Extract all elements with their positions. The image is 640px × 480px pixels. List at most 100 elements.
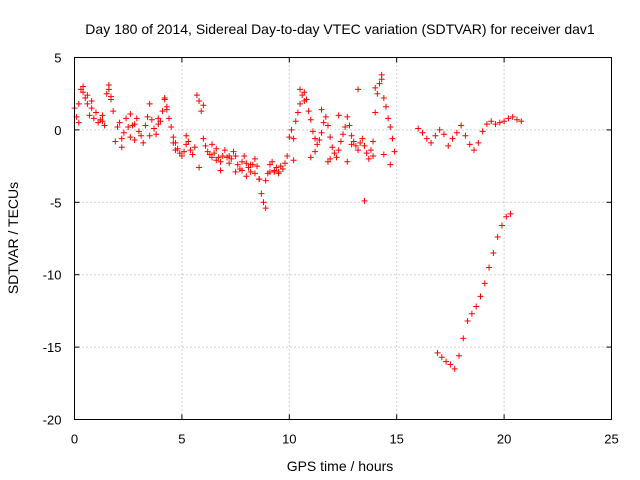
data-point — [436, 126, 443, 133]
data-point — [168, 124, 175, 131]
data-point — [133, 115, 140, 122]
data-point — [432, 132, 439, 139]
data-point — [178, 152, 185, 159]
data-point — [127, 134, 134, 141]
data-point — [256, 176, 263, 183]
data-point — [239, 167, 246, 174]
data-point — [415, 125, 422, 132]
data-point — [90, 115, 97, 122]
data-point — [367, 147, 374, 154]
data-point — [110, 108, 117, 115]
data-point — [348, 132, 355, 139]
data-point — [498, 222, 505, 229]
data-point — [170, 139, 177, 146]
data-point — [464, 318, 471, 325]
data-point — [335, 147, 342, 154]
data-point — [282, 160, 289, 167]
data-point — [443, 358, 450, 365]
data-point — [370, 138, 377, 145]
data-point — [458, 122, 465, 129]
data-point — [84, 92, 91, 99]
data-point — [513, 116, 520, 123]
data-point — [153, 131, 160, 138]
data-point — [125, 124, 132, 131]
data-point — [333, 154, 340, 161]
data-point — [75, 119, 82, 126]
data-point — [380, 95, 387, 102]
data-point — [187, 147, 194, 154]
data-point — [211, 150, 218, 157]
data-point — [324, 158, 331, 165]
data-point — [243, 160, 250, 167]
data-point — [322, 113, 329, 120]
data-point — [382, 103, 389, 110]
data-point — [301, 89, 308, 96]
data-point — [269, 158, 276, 165]
data-point — [217, 167, 224, 174]
data-point — [507, 210, 514, 217]
data-point — [496, 119, 503, 126]
data-point — [189, 151, 196, 158]
data-point — [99, 118, 106, 125]
data-point — [290, 135, 297, 142]
data-point — [161, 95, 168, 102]
data-point — [185, 138, 192, 145]
data-point — [202, 142, 209, 149]
data-point — [314, 141, 321, 148]
data-point — [208, 154, 215, 161]
data-point — [447, 361, 454, 368]
y-tick-label: -10 — [43, 268, 62, 283]
data-point — [84, 100, 91, 107]
data-point — [385, 115, 392, 122]
data-point — [462, 132, 469, 139]
data-point — [288, 126, 295, 133]
data-point — [118, 144, 125, 151]
data-point — [103, 90, 110, 97]
data-point — [471, 147, 478, 154]
data-point — [196, 164, 203, 171]
x-axis-label: GPS time / hours — [287, 458, 394, 474]
data-point — [101, 122, 108, 129]
data-point — [318, 129, 325, 136]
y-tick-label: -15 — [43, 340, 62, 355]
data-point — [297, 86, 304, 93]
data-point — [494, 234, 501, 241]
data-point — [335, 112, 342, 119]
y-tick-label: 5 — [54, 51, 61, 66]
data-point — [376, 80, 383, 87]
data-point — [118, 135, 125, 142]
x-tick-label: 0 — [71, 432, 78, 447]
data-point — [99, 112, 106, 119]
data-point — [148, 116, 155, 123]
data-point — [273, 164, 280, 171]
data-point — [262, 177, 269, 184]
data-point — [88, 97, 95, 104]
data-point — [312, 148, 319, 155]
data-point — [479, 128, 486, 135]
data-point — [389, 135, 396, 142]
data-point — [181, 148, 188, 155]
data-point — [468, 310, 475, 317]
data-point — [217, 158, 224, 165]
data-point — [378, 76, 385, 83]
data-point — [344, 158, 351, 165]
data-point — [490, 249, 497, 256]
data-point — [260, 199, 267, 206]
data-point — [374, 90, 381, 97]
data-point — [198, 108, 205, 115]
grid-lines — [74, 57, 612, 420]
data-point — [286, 134, 293, 141]
data-point — [344, 113, 351, 120]
data-point — [200, 102, 207, 109]
data-point — [226, 152, 233, 159]
data-point — [297, 100, 304, 107]
data-point — [327, 134, 334, 141]
data-point — [486, 264, 493, 271]
data-point — [380, 151, 387, 158]
data-point — [445, 142, 452, 149]
data-point — [183, 132, 190, 139]
data-point — [80, 83, 87, 90]
data-point — [518, 118, 525, 125]
data-point — [241, 152, 248, 159]
data-point — [305, 108, 312, 115]
